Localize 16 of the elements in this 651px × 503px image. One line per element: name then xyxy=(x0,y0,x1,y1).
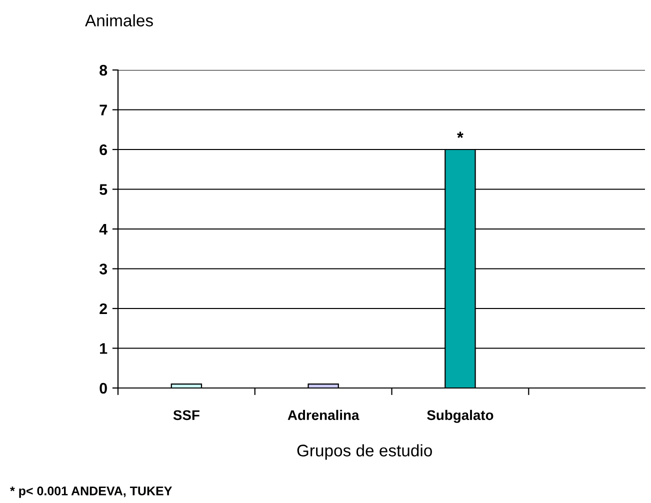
y-tick-label: 0 xyxy=(100,382,107,394)
y-tick-label: 6 xyxy=(100,144,108,156)
x-tick-label: SSF xyxy=(173,410,200,420)
annotation: * xyxy=(457,132,464,138)
y-tick-label: 4 xyxy=(99,224,108,235)
y-tick-label: 1 xyxy=(100,343,108,354)
x-tick-label: Subgalato xyxy=(427,410,494,423)
x-tick-label: Adrenalina xyxy=(288,410,360,420)
y-tick-label: 3 xyxy=(99,264,108,274)
y-tick-label: 2 xyxy=(100,303,107,314)
text: * p< 0.001 ANDEVA, TUKEY xyxy=(10,486,172,498)
y-tick-label: 8 xyxy=(100,64,108,76)
x-axis-title: Grupos de estudio xyxy=(297,444,432,460)
y-tick-label: 5 xyxy=(100,184,108,195)
y-axis-title: Animales xyxy=(85,14,153,26)
y-tick-label: 7 xyxy=(100,104,107,116)
